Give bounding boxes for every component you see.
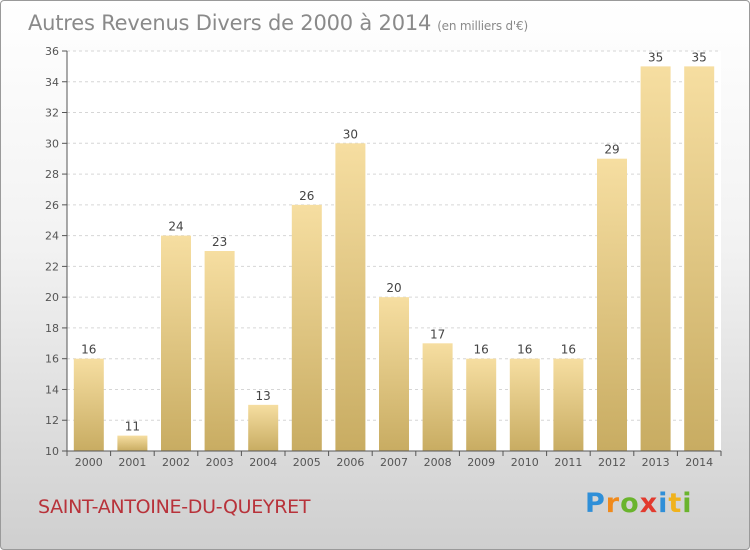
logo-letter: x — [639, 488, 659, 519]
x-tick-label: 2008 — [424, 456, 452, 469]
logo-letter: P — [585, 488, 606, 519]
y-tick-label: 28 — [45, 168, 59, 181]
bar-value-label: 35 — [648, 50, 663, 64]
logo-letter: i — [658, 488, 669, 519]
bar — [291, 204, 322, 451]
bar — [509, 358, 540, 451]
x-tick-label: 2001 — [118, 456, 146, 469]
y-tick-label: 36 — [45, 45, 59, 58]
x-tick-label: 2013 — [642, 456, 670, 469]
bar — [466, 358, 497, 451]
bar — [597, 158, 627, 451]
bar-value-label: 17 — [430, 327, 445, 341]
chart-title-text: Autres Revenus Divers de 2000 à 2014 — [28, 11, 432, 35]
bar — [161, 235, 191, 451]
bar — [684, 66, 715, 451]
bar-value-label: 30 — [343, 127, 358, 141]
bar-value-label: 20 — [386, 281, 401, 295]
bar-value-label: 24 — [168, 220, 183, 234]
bar — [248, 404, 279, 451]
bar-value-label: 16 — [561, 343, 576, 357]
y-tick-label: 22 — [45, 260, 59, 273]
logo-letter: o — [620, 488, 640, 519]
bar — [117, 435, 148, 451]
chart-title: Autres Revenus Divers de 2000 à 2014 (en … — [28, 11, 528, 35]
x-tick-label: 2014 — [685, 456, 713, 469]
x-tick-label: 2002 — [162, 456, 190, 469]
bar-value-label: 13 — [256, 389, 271, 403]
bar-value-label: 11 — [125, 420, 140, 434]
logo-letter: r — [605, 488, 621, 519]
logo-letter: i — [682, 488, 693, 519]
x-tick-label: 2006 — [336, 456, 364, 469]
bar-value-label: 35 — [692, 50, 707, 64]
x-tick-label: 2007 — [380, 456, 408, 469]
y-tick-label: 30 — [45, 137, 59, 150]
proxiti-logo: Proxiti — [585, 488, 693, 519]
y-tick-label: 12 — [45, 414, 59, 427]
bar-value-label: 26 — [299, 189, 314, 203]
bar-value-label: 29 — [604, 143, 619, 157]
y-axis-ticks: 10 12 14 16 18 20 22 24 26 28 30 32 34 36 — [45, 45, 67, 458]
x-axis-ticks: 2000 2001 2002 2003 2004 2005 2006 2007 2008 2009… — [66, 451, 722, 469]
y-tick-label: 18 — [45, 322, 59, 335]
x-tick-label: 2010 — [511, 456, 539, 469]
x-tick-label: 2004 — [249, 456, 277, 469]
bar-value-label: 16 — [474, 343, 489, 357]
bar — [335, 143, 366, 452]
x-tick-label: 2011 — [554, 456, 582, 469]
bar — [204, 251, 235, 451]
town-name: SAINT-ANTOINE-DU-QUEYRET — [38, 496, 311, 518]
bar-value-label: 16 — [517, 343, 532, 357]
y-tick-label: 34 — [45, 76, 59, 89]
bar — [553, 358, 584, 451]
bars: 16 11 24 23 13 26 30 20 17 16 16 16 29 35 35 — [73, 50, 715, 452]
bar — [379, 297, 409, 451]
logo-letter: t — [668, 488, 683, 519]
x-tick-label: 2009 — [467, 456, 495, 469]
bar-value-label: 16 — [81, 343, 96, 357]
y-tick-label: 20 — [45, 291, 59, 304]
chart-subtitle: (en milliers d'€) — [437, 19, 528, 33]
y-tick-label: 10 — [45, 445, 59, 458]
y-tick-label: 24 — [45, 230, 59, 243]
bar-value-label: 23 — [212, 235, 227, 249]
y-tick-label: 32 — [45, 107, 59, 120]
x-tick-label: 2003 — [206, 456, 234, 469]
y-tick-label: 26 — [45, 199, 59, 212]
bar — [422, 343, 453, 451]
x-tick-label: 2005 — [293, 456, 321, 469]
bar — [73, 358, 104, 451]
y-tick-label: 14 — [45, 383, 59, 396]
x-tick-label: 2012 — [598, 456, 626, 469]
y-tick-label: 16 — [45, 353, 59, 366]
x-tick-label: 2000 — [75, 456, 103, 469]
bar — [640, 66, 671, 451]
